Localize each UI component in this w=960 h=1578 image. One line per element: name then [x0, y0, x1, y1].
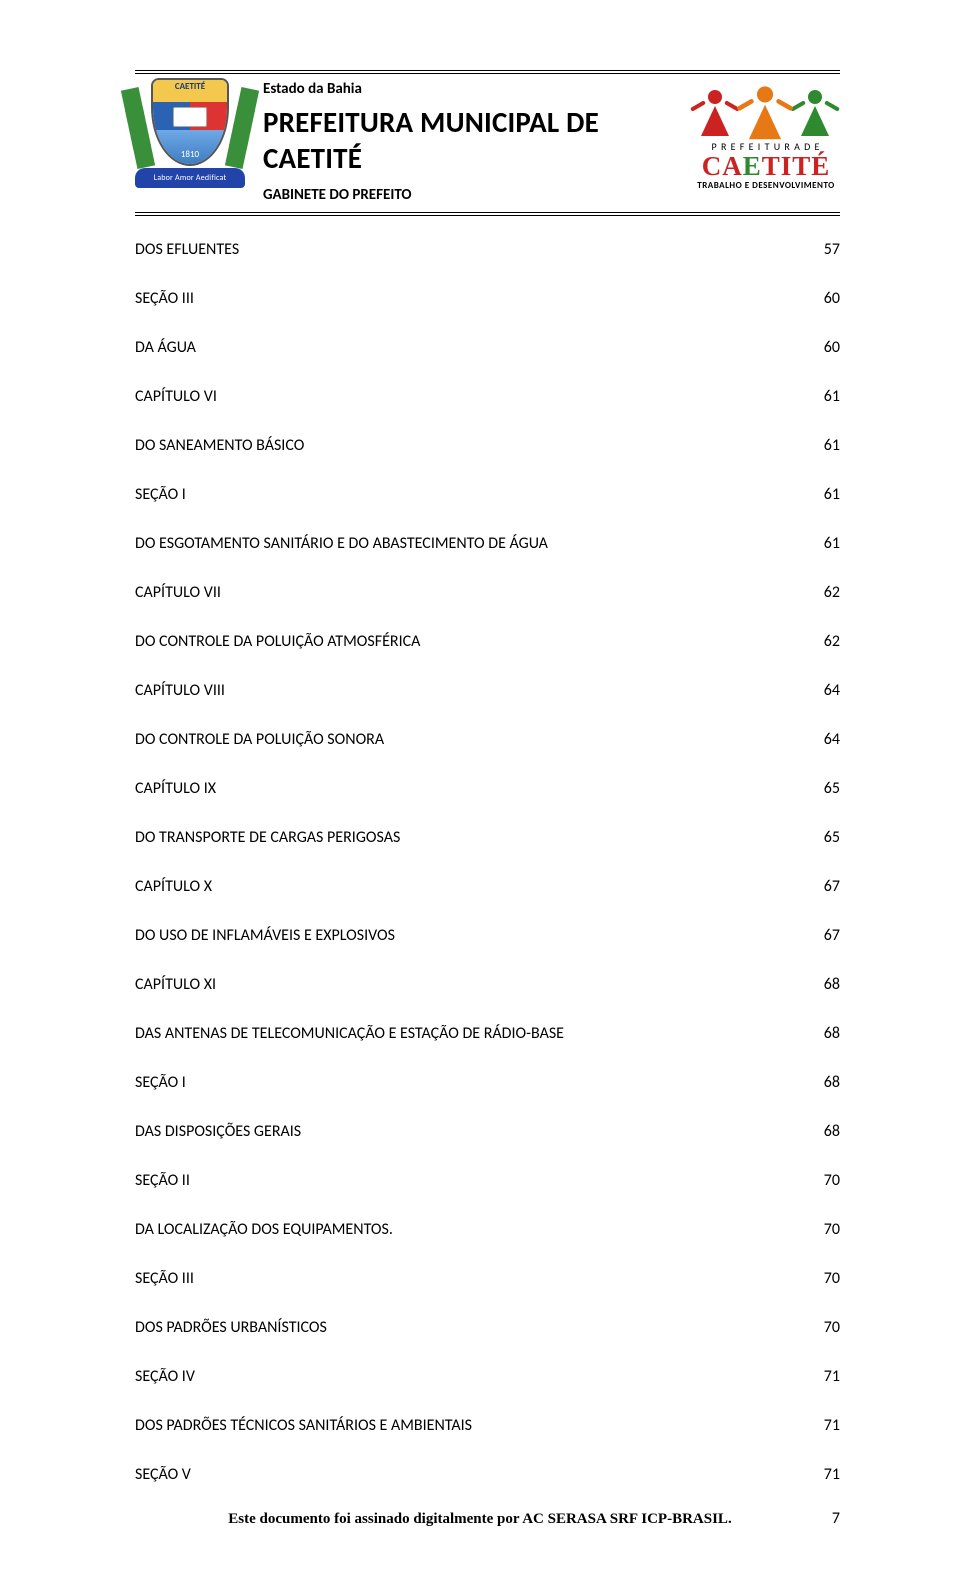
toc-row: DOS PADRÕES URBANÍSTICOS70: [135, 1318, 840, 1337]
toc-row: DAS ANTENAS DE TELECOMUNICAÇÃO E ESTAÇÃO…: [135, 1024, 840, 1043]
toc-label: CAPÍTULO VII: [135, 583, 800, 602]
toc-label: CAPÍTULO X: [135, 877, 800, 896]
toc-label: SEÇÃO V: [135, 1465, 800, 1484]
toc-row: CAPÍTULO VIII64: [135, 681, 840, 700]
header-text-block: Estado da Bahia PREFEITURA MUNICIPAL DE …: [263, 78, 674, 204]
toc-label: SEÇÃO IV: [135, 1367, 800, 1386]
toc-page: 71: [800, 1465, 840, 1484]
secondary-logo-icon: P R E F E I T U R A D E CAETITÉ TRABALHO…: [692, 78, 840, 191]
toc-row: CAPÍTULO X67: [135, 877, 840, 896]
toc-label: DAS DISPOSIÇÕES GERAIS: [135, 1122, 800, 1141]
toc-label: SEÇÃO II: [135, 1171, 800, 1190]
table-of-contents: DOS EFLUENTES57SEÇÃO III60DA ÁGUA60CAPÍT…: [135, 240, 840, 1484]
toc-label: CAPÍTULO VIII: [135, 681, 800, 700]
coat-top-text: CAETITÉ: [153, 80, 227, 102]
toc-label: DO TRANSPORTE DE CARGAS PERIGOSAS: [135, 828, 800, 847]
toc-label: DO CONTROLE DA POLUIÇÃO SONORA: [135, 730, 800, 749]
toc-row: DOS EFLUENTES57: [135, 240, 840, 259]
letterhead: CAETITÉ 1810 Labor Amor Aedificat Estado…: [135, 78, 840, 210]
toc-row: CAPÍTULO XI68: [135, 975, 840, 994]
toc-label: DO USO DE INFLAMÁVEIS E EXPLOSIVOS: [135, 926, 800, 945]
coat-of-arms-icon: CAETITÉ 1810 Labor Amor Aedificat: [135, 78, 245, 188]
toc-label: DO ESGOTAMENTO SANITÁRIO E DO ABASTECIME…: [135, 534, 800, 553]
toc-page: 61: [800, 387, 840, 406]
logo2-line2: CAETITÉ: [692, 153, 840, 180]
toc-page: 57: [800, 240, 840, 259]
toc-row: DO CONTROLE DA POLUIÇÃO SONORA64: [135, 730, 840, 749]
toc-row: DO SANEAMENTO BÁSICO61: [135, 436, 840, 455]
toc-row: SEÇÃO IV71: [135, 1367, 840, 1386]
toc-label: SEÇÃO I: [135, 485, 800, 504]
toc-page: 70: [800, 1269, 840, 1288]
toc-page: 62: [800, 583, 840, 602]
toc-row: SEÇÃO III60: [135, 289, 840, 308]
toc-page: 62: [800, 632, 840, 651]
toc-label: CAPÍTULO IX: [135, 779, 800, 798]
toc-page: 61: [800, 485, 840, 504]
toc-row: DO USO DE INFLAMÁVEIS E EXPLOSIVOS67: [135, 926, 840, 945]
toc-label: SEÇÃO III: [135, 289, 800, 308]
header-bottom-rule: [135, 212, 840, 216]
toc-row: DOS PADRÕES TÉCNICOS SANITÁRIOS E AMBIEN…: [135, 1416, 840, 1435]
toc-page: 64: [800, 681, 840, 700]
toc-page: 61: [800, 534, 840, 553]
toc-row: SEÇÃO III70: [135, 1269, 840, 1288]
toc-row: CAPÍTULO IX65: [135, 779, 840, 798]
toc-page: 68: [800, 1122, 840, 1141]
toc-page: 60: [800, 289, 840, 308]
toc-row: DA ÁGUA60: [135, 338, 840, 357]
toc-page: 71: [800, 1416, 840, 1435]
toc-label: DO CONTROLE DA POLUIÇÃO ATMOSFÉRICA: [135, 632, 800, 651]
footer-signature-note: Este documento foi assinado digitalmente…: [0, 1511, 960, 1528]
coat-ribbon: Labor Amor Aedificat: [135, 168, 245, 188]
coat-year: 1810: [153, 149, 227, 160]
toc-page: 61: [800, 436, 840, 455]
toc-row: SEÇÃO V71: [135, 1465, 840, 1484]
toc-row: CAPÍTULO VII62: [135, 583, 840, 602]
dept-label: GABINETE DO PREFEITO: [263, 186, 674, 204]
toc-label: SEÇÃO III: [135, 1269, 800, 1288]
org-title: PREFEITURA MUNICIPAL DE CAETITÉ: [263, 104, 674, 176]
toc-page: 60: [800, 338, 840, 357]
toc-label: DA LOCALIZAÇÃO DOS EQUIPAMENTOS.: [135, 1220, 800, 1239]
toc-row: CAPÍTULO VI61: [135, 387, 840, 406]
top-rule: [135, 70, 840, 74]
page-number: 7: [832, 1509, 840, 1528]
toc-label: DOS PADRÕES TÉCNICOS SANITÁRIOS E AMBIEN…: [135, 1416, 800, 1435]
toc-page: 65: [800, 828, 840, 847]
toc-label: SEÇÃO I: [135, 1073, 800, 1092]
toc-page: 70: [800, 1220, 840, 1239]
toc-row: SEÇÃO II70: [135, 1171, 840, 1190]
toc-page: 68: [800, 1073, 840, 1092]
toc-label: DO SANEAMENTO BÁSICO: [135, 436, 800, 455]
toc-row: SEÇÃO I68: [135, 1073, 840, 1092]
toc-label: CAPÍTULO XI: [135, 975, 800, 994]
toc-row: DA LOCALIZAÇÃO DOS EQUIPAMENTOS.70: [135, 1220, 840, 1239]
toc-label: DAS ANTENAS DE TELECOMUNICAÇÃO E ESTAÇÃO…: [135, 1024, 800, 1043]
toc-label: DOS EFLUENTES: [135, 240, 800, 259]
toc-label: DOS PADRÕES URBANÍSTICOS: [135, 1318, 800, 1337]
toc-page: 67: [800, 926, 840, 945]
state-label: Estado da Bahia: [263, 80, 674, 98]
toc-page: 67: [800, 877, 840, 896]
toc-page: 64: [800, 730, 840, 749]
toc-row: DO TRANSPORTE DE CARGAS PERIGOSAS65: [135, 828, 840, 847]
toc-page: 70: [800, 1318, 840, 1337]
toc-page: 71: [800, 1367, 840, 1386]
toc-page: 68: [800, 975, 840, 994]
toc-label: DA ÁGUA: [135, 338, 800, 357]
toc-row: DO ESGOTAMENTO SANITÁRIO E DO ABASTECIME…: [135, 534, 840, 553]
toc-row: SEÇÃO I61: [135, 485, 840, 504]
toc-page: 65: [800, 779, 840, 798]
toc-label: CAPÍTULO VI: [135, 387, 800, 406]
toc-row: DO CONTROLE DA POLUIÇÃO ATMOSFÉRICA62: [135, 632, 840, 651]
logo2-line3: TRABALHO E DESENVOLVIMENTO: [692, 180, 840, 191]
toc-page: 70: [800, 1171, 840, 1190]
toc-row: DAS DISPOSIÇÕES GERAIS68: [135, 1122, 840, 1141]
toc-page: 68: [800, 1024, 840, 1043]
